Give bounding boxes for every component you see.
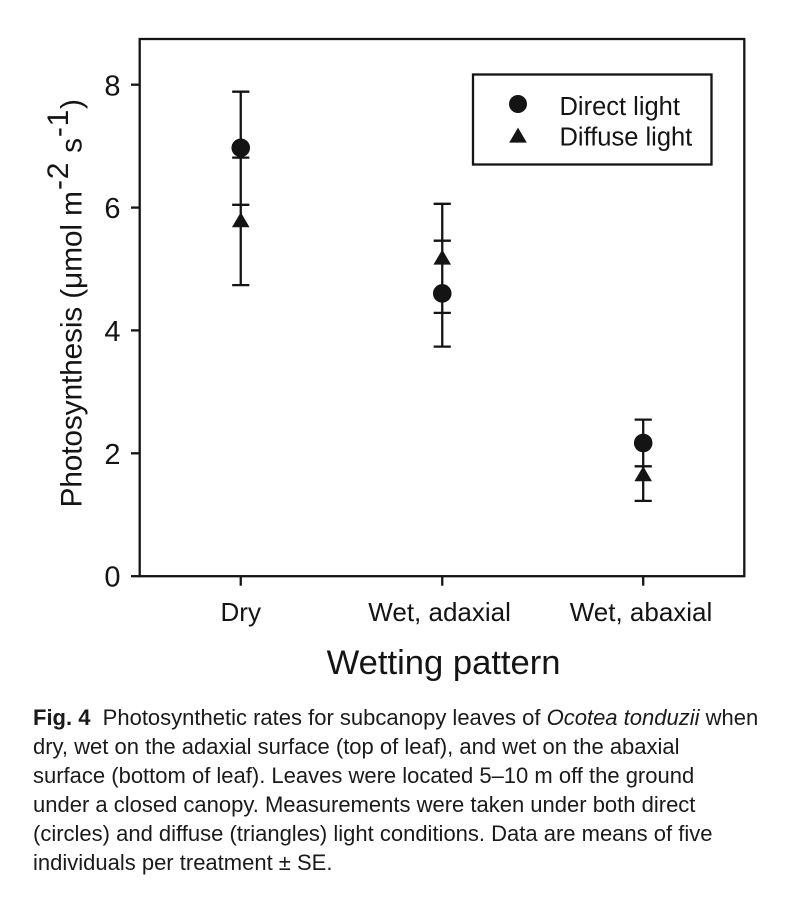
svg-text:Diffuse light: Diffuse light <box>560 124 693 152</box>
svg-text:4: 4 <box>104 316 120 348</box>
svg-text:Wet, adaxial: Wet, adaxial <box>368 597 511 627</box>
svg-text:6: 6 <box>104 193 120 225</box>
svg-text:0: 0 <box>104 562 120 594</box>
svg-text:Direct light: Direct light <box>560 93 680 121</box>
svg-text:Wetting pattern: Wetting pattern <box>327 644 561 682</box>
svg-text:8: 8 <box>104 70 120 102</box>
svg-text:2: 2 <box>104 439 120 471</box>
svg-text:Wet, abaxial: Wet, abaxial <box>570 597 713 627</box>
svg-text:Dry: Dry <box>221 597 261 627</box>
svg-text:-2 s-1): -2 s-1) <box>42 99 89 190</box>
svg-text:Photosynthesis (μmol m: Photosynthesis (μmol m <box>56 191 89 508</box>
